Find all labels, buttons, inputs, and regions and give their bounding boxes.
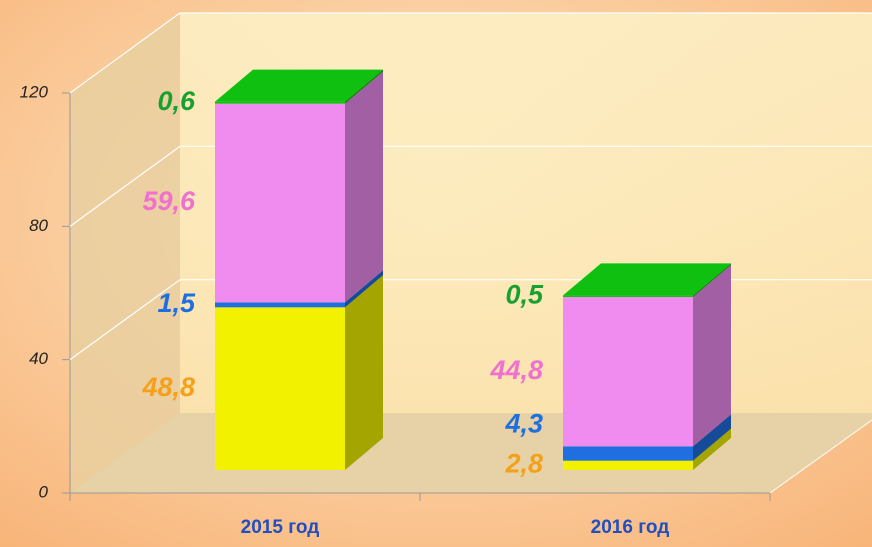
- y-tick-label: 80: [29, 216, 48, 235]
- bar-segment: [563, 414, 731, 461]
- data-label: 2,8: [504, 448, 543, 478]
- bar-side: [693, 414, 731, 461]
- bar-front: [563, 460, 693, 470]
- grid-line: [69, 145, 872, 227]
- bar-front: [215, 307, 345, 470]
- floor: [70, 413, 872, 493]
- bar-front: [563, 446, 693, 461]
- data-label: 0,5: [505, 279, 544, 309]
- side-wall: [70, 13, 180, 493]
- bar-front: [215, 101, 345, 104]
- data-label: 4,3: [504, 408, 543, 438]
- data-label: 44,8: [489, 355, 543, 385]
- bar-front: [563, 297, 693, 447]
- bar-front: [215, 103, 345, 303]
- x-tick-label: 2016 год: [591, 517, 670, 538]
- data-label: 1,5: [157, 288, 196, 318]
- bar-side: [693, 265, 731, 447]
- data-label: 48,8: [141, 372, 195, 402]
- bar-segment: [563, 428, 731, 470]
- bar-segment: [215, 69, 383, 104]
- bar-side: [345, 275, 383, 470]
- bar-segment: [215, 275, 383, 470]
- bar-side: [693, 428, 731, 470]
- y-tick-label: 120: [20, 82, 49, 101]
- bar-top: [215, 69, 383, 102]
- bar-segment: [215, 71, 383, 303]
- y-tick-label: 0: [39, 482, 49, 501]
- bar-side: [693, 263, 731, 297]
- data-label: 59,6: [142, 186, 196, 216]
- y-tick-label: 40: [29, 349, 48, 368]
- bar-side: [345, 71, 383, 303]
- bar-side: [345, 69, 383, 104]
- floor-edge: [769, 419, 872, 494]
- bar-side: [345, 270, 383, 308]
- bar-segment: [563, 265, 731, 447]
- bar-front: [215, 302, 345, 308]
- bar-top: [563, 263, 731, 296]
- x-tick-label: 2015 год: [241, 517, 320, 538]
- bar-segment: [563, 263, 731, 297]
- grid-line: [69, 12, 872, 94]
- bar-segment: [215, 270, 383, 308]
- bar-front: [563, 295, 693, 297]
- data-label: 0,6: [157, 86, 196, 116]
